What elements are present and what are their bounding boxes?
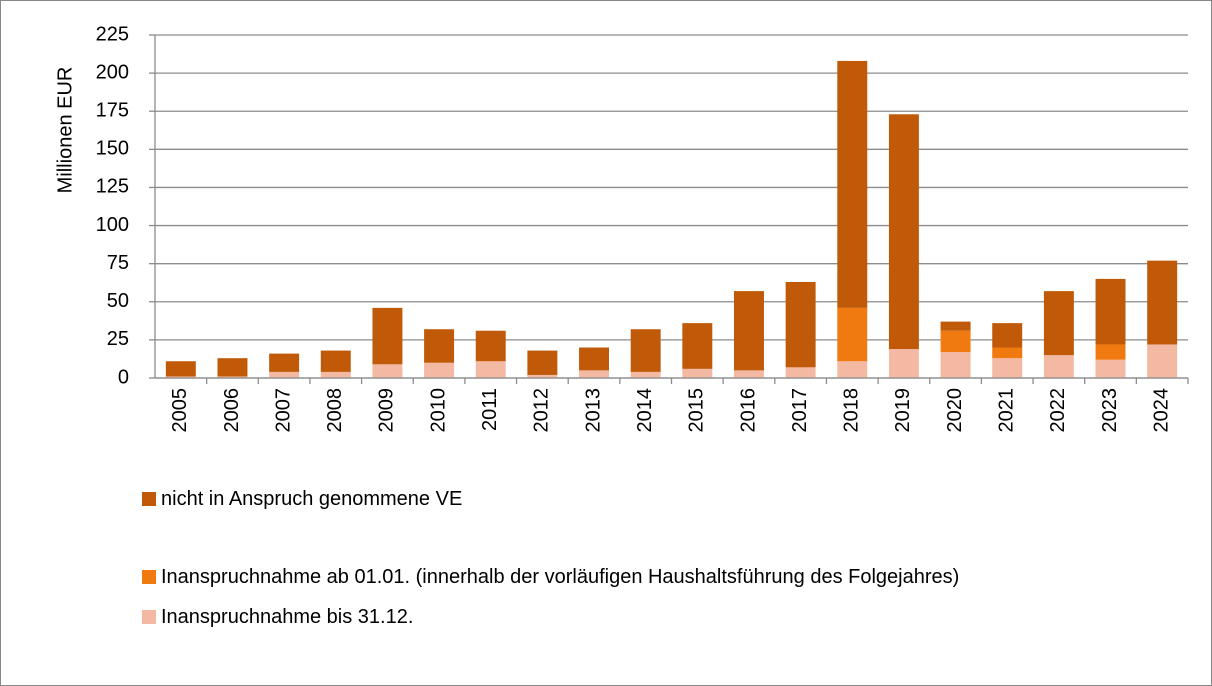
- legend-swatch: [142, 492, 156, 506]
- bar-segment: [992, 323, 1023, 348]
- x-tick-label: 2017: [789, 388, 811, 433]
- bar-segment: [733, 291, 764, 371]
- bar-segment: [1147, 344, 1178, 378]
- bar-segment: [475, 330, 506, 362]
- y-tick-label: 25: [107, 328, 129, 350]
- bar-segment: [217, 376, 248, 378]
- x-tick-label: 2023: [1099, 388, 1121, 433]
- y-tick-label: 225: [96, 23, 129, 45]
- y-tick-label: 50: [107, 290, 129, 312]
- x-tick-label: 2005: [169, 388, 191, 433]
- bar-segment: [733, 370, 764, 378]
- bar-segment: [1043, 291, 1074, 356]
- x-tick-label: 2021: [996, 388, 1018, 433]
- x-tick-label: 2022: [1047, 388, 1069, 433]
- bar-segment: [1095, 344, 1126, 360]
- y-tick-label: 200: [96, 61, 129, 83]
- x-tick-label: 2011: [479, 388, 501, 431]
- bar-segment: [940, 330, 971, 353]
- legend-label: nicht in Anspruch genommene VE: [161, 488, 463, 510]
- x-tick-label: 2019: [892, 388, 914, 433]
- bar-segment: [269, 371, 300, 378]
- bar-segment: [475, 361, 506, 378]
- x-tick-label: 2018: [841, 388, 863, 433]
- bar-segment: [165, 376, 196, 378]
- bar-segment: [527, 350, 558, 375]
- legend-swatch: [142, 610, 156, 624]
- bar-segment: [372, 364, 403, 378]
- bar-segment: [1095, 359, 1126, 378]
- x-tick-label: 2013: [582, 388, 604, 433]
- bar-segment: [320, 350, 351, 372]
- bar-segment: [682, 323, 713, 369]
- legend-label: Inanspruchnahme ab 01.01. (innerhalb der…: [161, 566, 960, 588]
- y-tick-label: 175: [96, 100, 129, 122]
- x-tick-label: 2016: [737, 388, 759, 433]
- y-tick-label: 75: [107, 252, 129, 274]
- x-tick-label: 2015: [686, 388, 708, 433]
- x-tick-label: 2009: [376, 388, 398, 433]
- legend-item: Inanspruchnahme bis 31.12.: [142, 604, 1102, 630]
- bar-segment: [630, 371, 661, 378]
- x-tick-label: 2006: [221, 388, 243, 433]
- y-tick-label: 100: [96, 214, 129, 236]
- bar-segment: [888, 114, 919, 350]
- legend: nicht in Anspruch genommene VE Inanspruch…: [142, 486, 1102, 630]
- bar-segment: [527, 374, 558, 378]
- bar-segment: [424, 329, 455, 363]
- bar-segment: [217, 358, 248, 377]
- bar-segment: [888, 349, 919, 378]
- bar-segment: [785, 367, 816, 378]
- bar-segment: [940, 321, 971, 331]
- x-tick-label: 2020: [944, 388, 966, 433]
- legend-item: nicht in Anspruch genommene VE: [142, 486, 1102, 512]
- bar-segment: [837, 307, 868, 362]
- x-tick-label: 2010: [427, 388, 449, 433]
- bar-segment: [372, 307, 403, 365]
- legend-item: Inanspruchnahme ab 01.01. (innerhalb der…: [142, 564, 1102, 590]
- bar-segment: [940, 352, 971, 378]
- x-tick-label: 2008: [324, 388, 346, 433]
- x-tick-label: 2012: [531, 388, 553, 433]
- bar-segment: [785, 281, 816, 368]
- bar-segment: [165, 361, 196, 377]
- bar-segment: [424, 362, 455, 378]
- y-tick-label: 125: [96, 176, 129, 198]
- y-tick-label: 150: [96, 138, 129, 160]
- bar-segment: [579, 370, 610, 378]
- y-axis-label: Millionen EUR: [54, 67, 76, 194]
- y-tick-label: 0: [118, 366, 129, 388]
- legend-label: Inanspruchnahme bis 31.12.: [161, 606, 414, 628]
- x-tick-label: 2024: [1150, 388, 1172, 433]
- bar-segment: [837, 361, 868, 378]
- bar-segment: [269, 353, 300, 372]
- x-tick-label: 2014: [634, 388, 656, 433]
- bar-segment: [1095, 278, 1126, 345]
- bar-segment: [682, 368, 713, 378]
- x-tick-label: 2007: [272, 388, 294, 433]
- bar-segment: [1147, 260, 1178, 345]
- bar-segment: [1043, 355, 1074, 378]
- bar-segment: [579, 347, 610, 371]
- legend-swatch: [142, 570, 156, 584]
- bar-segment: [992, 358, 1023, 378]
- bar-segment: [320, 371, 351, 378]
- bar-segment: [630, 329, 661, 372]
- bar-segment: [992, 347, 1023, 359]
- bar-segment: [837, 60, 868, 308]
